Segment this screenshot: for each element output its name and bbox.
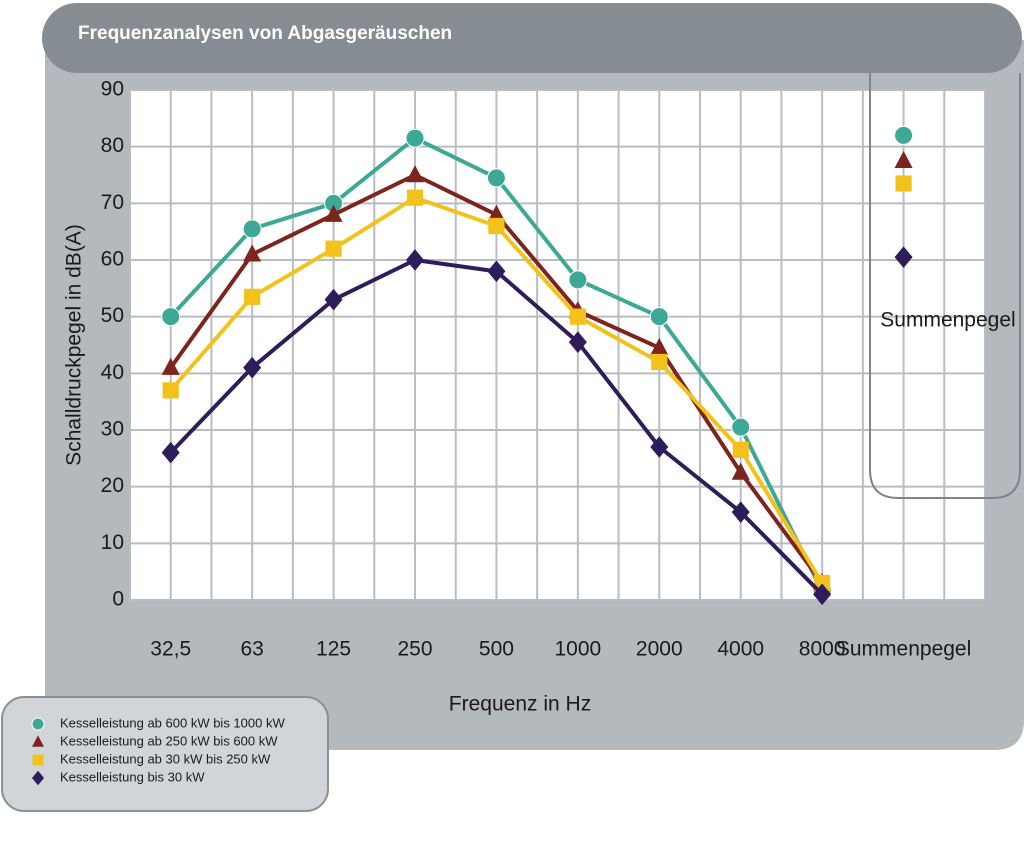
x-tick-label: 63 — [240, 638, 263, 661]
data-point — [406, 249, 424, 271]
data-point — [894, 125, 914, 145]
data-point — [161, 307, 181, 327]
summary-box — [869, 73, 1021, 499]
data-point — [405, 128, 425, 148]
data-point — [486, 168, 506, 188]
x-tick-label: Summenpegel — [836, 638, 971, 661]
summary-label: Summenpegel — [880, 309, 1015, 332]
data-point — [568, 270, 588, 290]
data-point — [569, 308, 586, 325]
data-point — [244, 288, 261, 305]
data-point — [894, 246, 913, 268]
data-point — [406, 189, 424, 206]
x-tick-label: 2000 — [636, 638, 683, 661]
data-point — [731, 417, 751, 437]
x-tick-label: 250 — [397, 638, 432, 661]
data-point — [324, 288, 343, 311]
legend-marker — [32, 735, 44, 747]
legend-label: Kesselleistung ab 600 kW bis 1000 kW — [60, 715, 285, 730]
y-tick-label: 90 — [101, 78, 124, 101]
y-tick-label: 70 — [101, 191, 124, 214]
y-tick-label: 20 — [101, 474, 124, 497]
data-point — [406, 165, 424, 183]
data-point — [161, 357, 180, 375]
data-point — [324, 204, 343, 222]
legend-box — [1, 696, 329, 812]
y-tick-label: 50 — [101, 304, 124, 327]
data-point — [649, 307, 669, 327]
y-tick-label: 10 — [101, 531, 124, 554]
x-tick-label: 4000 — [717, 638, 764, 661]
data-point — [161, 441, 180, 464]
data-point — [651, 353, 668, 371]
data-point — [162, 382, 179, 399]
x-tick-label: 8000 — [799, 638, 846, 661]
data-point — [731, 501, 750, 523]
data-point — [568, 331, 587, 353]
legend-label: Kesselleistung ab 30 kW bis 250 kW — [60, 751, 271, 766]
data-point — [243, 244, 262, 262]
data-point — [487, 204, 506, 222]
data-point — [895, 175, 912, 192]
x-tick-label: 1000 — [554, 638, 601, 661]
data-point — [731, 462, 750, 480]
x-tick-label: 32,5 — [150, 638, 191, 661]
plot-area — [130, 90, 985, 600]
data-point — [243, 356, 262, 379]
y-tick-label: 40 — [101, 361, 124, 384]
data-point — [650, 436, 669, 458]
y-tick-label: 80 — [101, 134, 124, 157]
legend-marker — [31, 717, 45, 731]
chart-title: Frequenzanalysen von Abgasgeräuschen — [78, 23, 452, 44]
data-point — [732, 441, 749, 458]
y-tick-label: 0 — [112, 588, 124, 611]
y-tick-label: 60 — [101, 248, 124, 271]
x-tick-label: 125 — [316, 638, 351, 661]
y-tick-label: 30 — [101, 418, 124, 441]
data-point — [814, 574, 831, 592]
data-point — [242, 219, 262, 239]
header-bar — [42, 3, 1022, 73]
data-point — [487, 260, 506, 283]
legend-label: Kesselleistung ab 250 kW bis 600 kW — [60, 733, 278, 748]
y-axis-label: Schalldruckpegel in dB(A) — [63, 224, 86, 466]
data-point — [813, 583, 832, 606]
legend-label: Kesselleistung bis 30 kW — [60, 769, 205, 784]
data-point — [488, 217, 505, 235]
x-axis-label: Frequenz in Hz — [449, 693, 591, 716]
data-point — [894, 150, 913, 169]
x-tick-label: 500 — [479, 638, 514, 661]
data-point — [325, 240, 342, 257]
data-point — [650, 337, 669, 356]
legend-marker — [32, 770, 44, 786]
legend-marker — [32, 754, 44, 766]
